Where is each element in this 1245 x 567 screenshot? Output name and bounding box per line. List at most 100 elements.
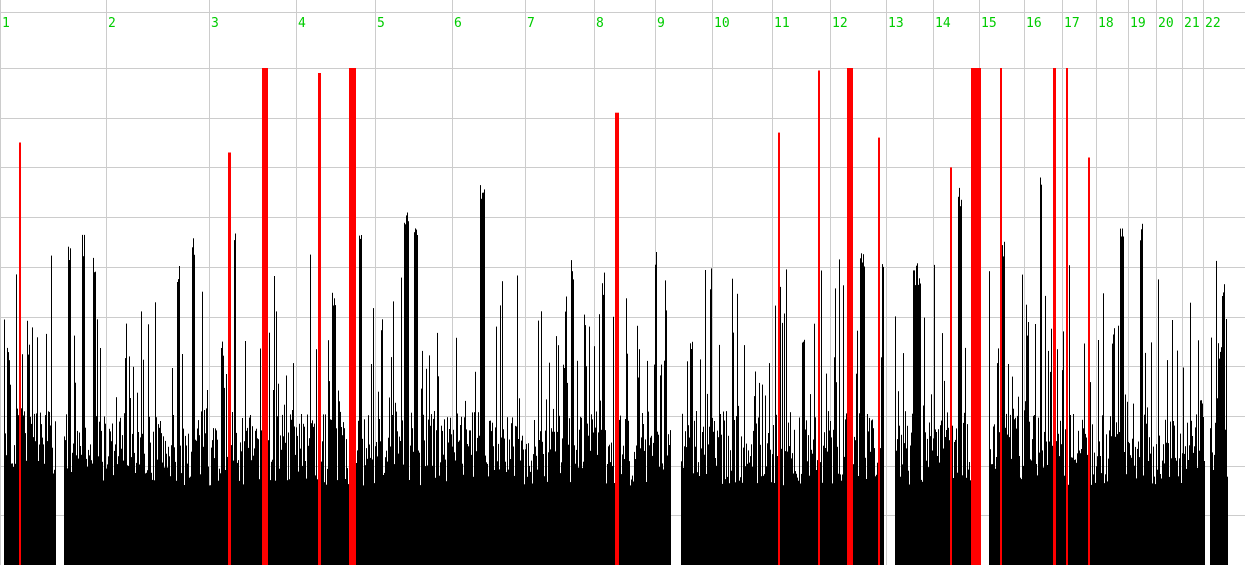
bar	[360, 238, 361, 565]
bar	[540, 431, 541, 565]
bar	[220, 473, 221, 565]
bar	[952, 425, 953, 565]
bar	[937, 456, 938, 565]
bar	[380, 441, 381, 565]
bar	[938, 429, 939, 565]
bar	[735, 482, 736, 565]
bar	[254, 448, 255, 565]
bar	[395, 402, 396, 565]
bar	[969, 462, 970, 565]
bar	[126, 323, 127, 565]
bar	[1190, 302, 1191, 565]
x-tick-label: 9	[657, 16, 665, 31]
bar	[539, 440, 540, 565]
bar	[577, 360, 578, 565]
bar	[590, 450, 591, 565]
bar	[104, 416, 105, 565]
bar	[493, 446, 494, 565]
bar	[1035, 324, 1036, 565]
bar	[1224, 284, 1225, 565]
bar	[1077, 453, 1078, 565]
bar	[154, 480, 155, 565]
bar	[629, 461, 630, 565]
bar	[1179, 458, 1180, 565]
bar	[279, 468, 280, 565]
bar	[508, 469, 509, 565]
bar	[416, 229, 417, 565]
bar	[12, 463, 13, 565]
bar	[227, 456, 228, 565]
bar	[311, 423, 312, 565]
bar	[1109, 430, 1110, 565]
bar	[563, 364, 564, 565]
bar	[374, 483, 375, 565]
bar	[869, 417, 870, 565]
bar	[107, 464, 108, 565]
bar	[718, 437, 719, 565]
bar	[321, 461, 322, 565]
bar	[568, 444, 569, 565]
bar	[196, 440, 197, 565]
bar	[784, 313, 785, 565]
bar	[752, 466, 753, 565]
bar	[378, 391, 379, 565]
bar	[535, 446, 536, 565]
bar	[916, 265, 917, 565]
bar	[258, 439, 259, 565]
bar	[1201, 400, 1202, 565]
bar	[839, 259, 840, 565]
highlighted-bar	[318, 73, 321, 565]
bar	[326, 484, 327, 565]
bar	[645, 439, 646, 565]
bar	[864, 266, 865, 565]
bar	[1196, 414, 1197, 565]
bar	[164, 467, 165, 565]
bar	[694, 420, 695, 565]
bar	[172, 368, 173, 565]
bar	[797, 477, 798, 565]
bar	[1198, 340, 1199, 565]
bar	[766, 466, 767, 565]
bar	[496, 326, 497, 565]
bar	[176, 480, 177, 565]
bar	[372, 459, 373, 565]
bar	[1084, 343, 1085, 565]
bar	[548, 452, 549, 565]
bar	[300, 448, 301, 565]
bar	[1108, 458, 1109, 565]
bar	[192, 247, 193, 566]
bar	[48, 411, 49, 565]
bar	[101, 430, 102, 565]
bar	[241, 451, 242, 565]
bar	[751, 444, 752, 565]
bar	[1079, 450, 1080, 565]
bar	[221, 348, 222, 565]
bar	[88, 449, 89, 565]
bar	[497, 461, 498, 565]
bar	[384, 472, 385, 565]
bar	[808, 435, 809, 565]
bar	[816, 470, 817, 565]
bar	[1221, 347, 1222, 565]
bar	[1024, 410, 1025, 565]
bar	[599, 314, 600, 565]
bar	[638, 377, 639, 565]
bar	[189, 477, 190, 565]
bar	[586, 366, 587, 565]
bar	[823, 445, 824, 565]
bar	[773, 425, 774, 565]
bar	[1003, 256, 1004, 565]
bar	[712, 418, 713, 565]
bar	[777, 456, 778, 565]
bar	[575, 463, 576, 565]
bar	[948, 427, 949, 565]
bar	[251, 460, 252, 565]
bar	[158, 424, 159, 565]
bar	[1014, 419, 1015, 565]
bar	[633, 481, 634, 565]
highlighted-bar	[878, 137, 880, 565]
bar	[370, 457, 371, 565]
bar	[530, 471, 531, 565]
bar	[210, 485, 211, 565]
bar	[552, 431, 553, 565]
